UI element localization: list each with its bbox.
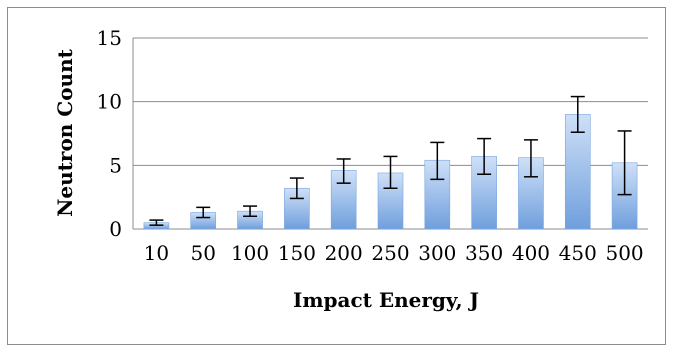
error-bars [149,95,632,226]
error-bar-10 [149,219,164,226]
bars [143,114,638,230]
error-bar-350 [477,137,492,175]
y-tick-label-3: 15 [97,26,122,50]
x-tick-label-200: 200 [325,241,363,265]
error-bar-50 [196,206,211,219]
x-tick-label-300: 300 [418,241,456,265]
x-tick-label-500: 500 [605,241,643,265]
x-tick-label-350: 350 [465,241,503,265]
error-bar-250 [383,155,398,190]
error-bar-300 [430,141,445,181]
y-tick-labels: 0 5 10 15 [97,26,122,241]
error-bar-400 [523,139,538,178]
y-tick-label-1: 5 [109,153,122,177]
y-axis-title: Neutron Count [53,48,77,217]
y-tick-label-2: 10 [97,90,122,114]
x-axis-title: Impact Energy, J [293,288,479,312]
x-tick-label-10: 10 [144,241,169,265]
x-tick-label-450: 450 [559,241,597,265]
error-bar-150 [289,177,304,200]
error-bar-450 [570,95,585,133]
x-tick-label-150: 150 [278,241,316,265]
x-tick-label-50: 50 [191,241,216,265]
y-tick-label-0: 0 [109,217,122,241]
x-tick-label-250: 250 [371,241,409,265]
x-tick-label-100: 100 [231,241,269,265]
error-bar-500 [617,130,632,196]
error-bar-100 [243,205,258,218]
error-bar-200 [336,158,351,184]
x-tick-labels: 10 50 100 150 200 250 300 350 400 450 500 [144,241,644,265]
x-tick-label-400: 400 [512,241,550,265]
